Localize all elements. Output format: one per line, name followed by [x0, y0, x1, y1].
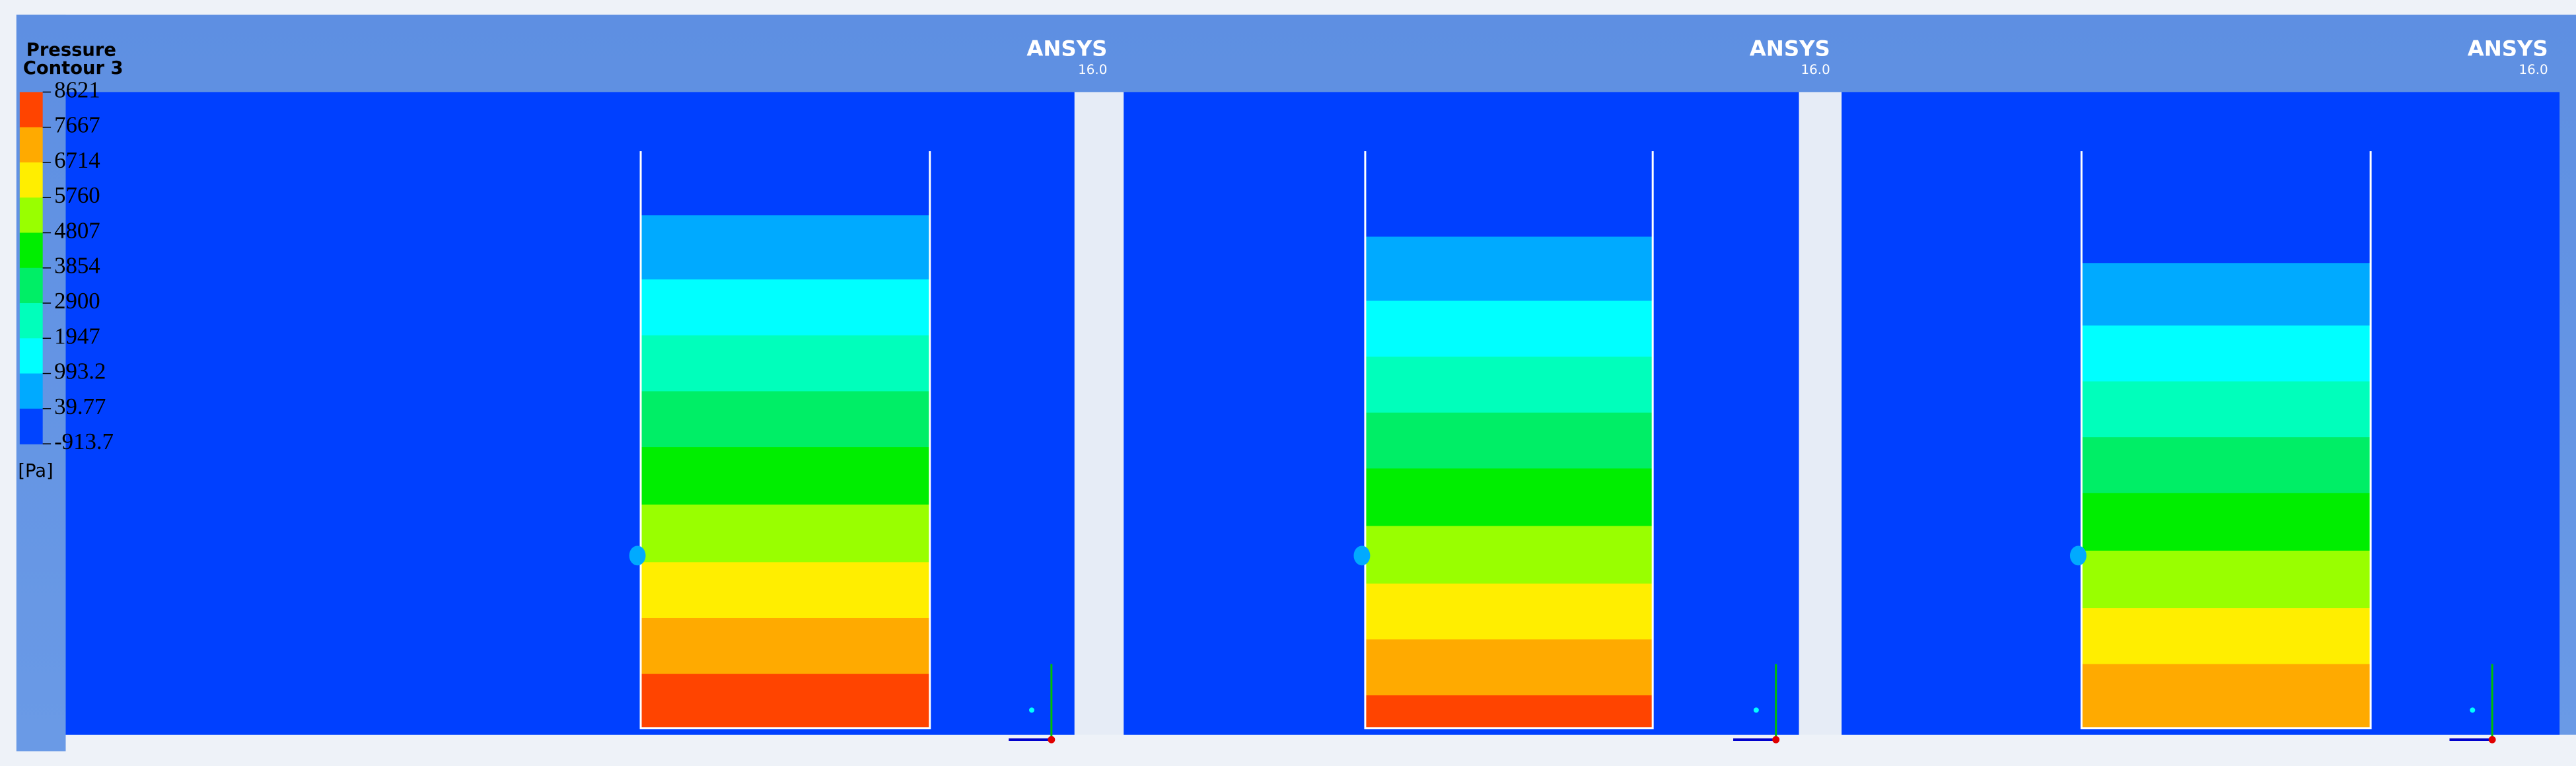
legend-label: 993.2: [54, 359, 106, 384]
contour-band: [641, 562, 930, 619]
version: 16.0: [1078, 62, 1107, 77]
contour-band: [2081, 664, 2371, 729]
contour-band: [2081, 493, 2371, 551]
legend-label: -913.7: [54, 429, 114, 454]
legend-label: 6714: [54, 147, 100, 173]
brands: ANSYS 16.0 ANSYS 16.0 ANSYS 16.0: [1026, 36, 2548, 77]
legend-swatch: [19, 338, 43, 374]
contour-band: [1365, 695, 1653, 729]
inlet: [629, 545, 646, 566]
axis-origin: [1772, 736, 1780, 744]
contour-band: [1365, 300, 1653, 358]
tank-wall: [639, 151, 931, 730]
contour-band: [1365, 357, 1653, 413]
axis-origin: [2488, 736, 2496, 744]
legend: 8621 7667 6714 5760 4807 3854 2900 1947 993.2 39.…: [19, 77, 114, 454]
contour-band: [1365, 639, 1653, 696]
brand: ANSYS: [1750, 36, 1830, 61]
inlet: [2069, 545, 2087, 566]
contour-band: [641, 674, 930, 729]
gap: [1799, 92, 1842, 751]
legend-swatch: [19, 267, 43, 304]
legend-label: 39.77: [54, 394, 106, 419]
contour-band: [641, 447, 930, 506]
contour-band: [641, 279, 930, 336]
legend-label: 1947: [54, 323, 100, 349]
brand: ANSYS: [2468, 36, 2548, 61]
contour-band: [2081, 381, 2371, 438]
legend-label: 7667: [54, 112, 100, 138]
contour-band: [1365, 412, 1653, 470]
legend-swatch: [19, 408, 43, 444]
legend-swatch: [19, 162, 43, 198]
brand: ANSYS: [1026, 36, 1107, 61]
axis-marker: [1029, 707, 1034, 713]
tank-wall: [2080, 151, 2372, 730]
version: 16.0: [2519, 62, 2548, 77]
legend-title: Contour 3: [23, 58, 124, 79]
axis-origin: [1048, 736, 1055, 744]
axis-marker: [2470, 707, 2476, 713]
legend-swatch: [19, 197, 43, 234]
legend-swatch: [19, 232, 43, 269]
contour-band: [641, 617, 930, 675]
bottom-strip: [16, 734, 2576, 766]
legend-swatch: [19, 127, 43, 163]
legend-swatch: [19, 303, 43, 339]
tank-wall: [1364, 151, 1654, 730]
legend-label: 3854: [54, 253, 100, 279]
contour-band: [1365, 583, 1653, 641]
contour-band: [2081, 608, 2371, 665]
legend-label: 8621: [54, 77, 100, 102]
legend-title: Pressure: [26, 40, 116, 61]
contour-band: [2081, 325, 2371, 382]
contour-band: [2081, 263, 2371, 326]
contour-band: [641, 335, 930, 392]
contour-band: [641, 505, 930, 563]
contour-band: [1365, 468, 1653, 527]
legend-label: 2900: [54, 288, 100, 314]
contour-band: [2081, 550, 2371, 609]
axis-marker: [1753, 707, 1759, 713]
legend-unit: [Pa]: [18, 461, 53, 481]
legend-swatch: [19, 92, 43, 128]
gap: [1074, 92, 1124, 751]
contour-band: [2081, 437, 2371, 494]
legend-label: 4807: [54, 217, 100, 243]
legend-swatch: [19, 373, 43, 409]
version: 16.0: [1801, 62, 1830, 77]
contour-band: [1365, 526, 1653, 584]
tanks: [629, 151, 2496, 744]
inlet: [1353, 545, 1371, 566]
contour-band: [641, 215, 930, 281]
contour-band: [641, 391, 930, 448]
legend-label: 5760: [54, 182, 100, 208]
contour-band: [1365, 236, 1653, 302]
